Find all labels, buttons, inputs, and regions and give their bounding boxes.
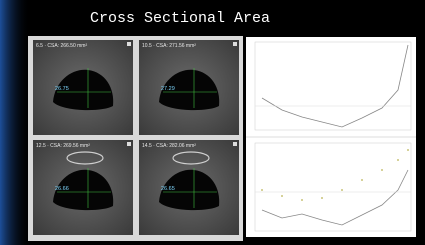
scan-caption: 12.5 · CSA: 269.56 mm² (36, 143, 90, 149)
corner-icon (233, 142, 237, 146)
scan-caption: 6.5 · CSA: 266.50 mm² (36, 43, 87, 49)
measure-label: 26.66 (55, 186, 69, 192)
chart-panel (246, 37, 416, 237)
slide: Cross Sectional Area 6.5 · CSA: 266.50 m… (0, 0, 425, 245)
edge-glow (0, 0, 30, 245)
corner-icon (233, 42, 237, 46)
scan-image: 14.5 · CSA: 282.06 mm² 26.65 (139, 140, 239, 235)
scan-image: 6.5 · CSA: 266.50 mm² 26.75 (33, 40, 133, 135)
measure-label: 26.75 (55, 86, 69, 92)
scan-image: 10.5 · CSA: 271.56 mm² 27.29 (139, 40, 239, 135)
measure-label: 26.65 (161, 186, 175, 192)
corner-icon (127, 42, 131, 46)
measure-label: 27.29 (161, 86, 175, 92)
scan-image: 12.5 · CSA: 269.56 mm² 26.66 (33, 140, 133, 235)
corner-icon (127, 142, 131, 146)
slide-title: Cross Sectional Area (90, 10, 270, 27)
scan-caption: 14.5 · CSA: 282.06 mm² (142, 143, 196, 149)
scan-caption: 10.5 · CSA: 271.56 mm² (142, 43, 196, 49)
